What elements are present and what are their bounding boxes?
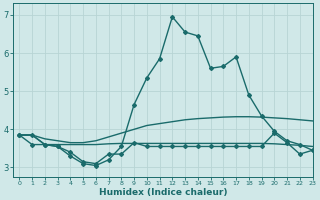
X-axis label: Humidex (Indice chaleur): Humidex (Indice chaleur) (99, 188, 227, 197)
